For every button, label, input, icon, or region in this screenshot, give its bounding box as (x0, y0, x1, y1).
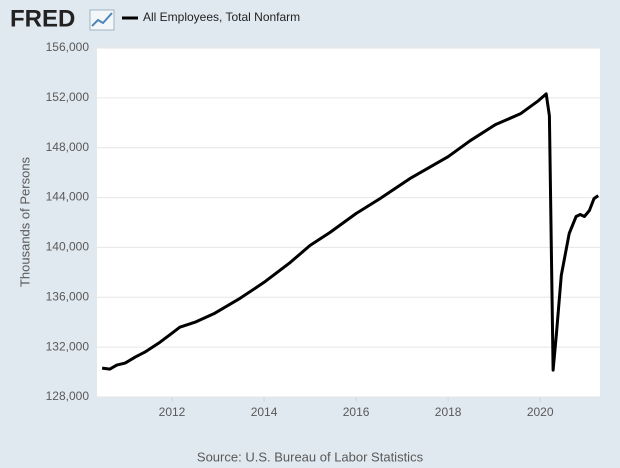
y-tick-label: 128,000 (46, 389, 90, 403)
x-tick-label: 2016 (343, 405, 370, 419)
y-tick-label: 148,000 (46, 140, 90, 154)
y-tick-label: 140,000 (46, 240, 90, 254)
y-tick-label: 156,000 (46, 40, 90, 54)
x-tick-label: 2020 (527, 405, 554, 419)
x-tick-label: 2018 (435, 405, 462, 419)
y-tick-label: 144,000 (46, 190, 90, 204)
series-line (101, 92, 600, 372)
y-tick-label: 152,000 (46, 90, 90, 104)
y-tick-label: 132,000 (46, 339, 90, 353)
logo-icon (89, 9, 115, 31)
y-tick-label: 136,000 (46, 289, 90, 303)
logo: FRED (10, 5, 75, 32)
x-tick-label: 2012 (159, 405, 186, 419)
plot-area (97, 48, 600, 397)
x-tick-label: 2014 (251, 405, 278, 419)
source: Source: U.S. Bureau of Labor Statistics (197, 449, 424, 464)
y-axis-label: Thousands of Persons (17, 156, 32, 287)
legend-label: All Employees, Total Nonfarm (143, 10, 300, 24)
